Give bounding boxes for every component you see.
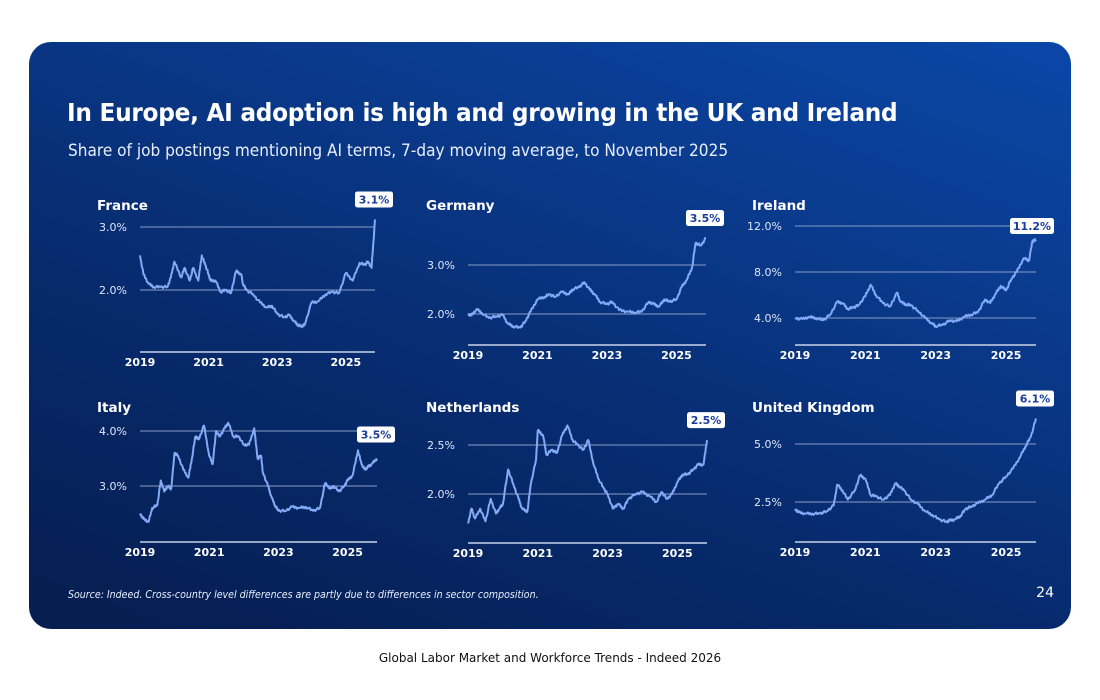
y-tick-label: 4.0%	[754, 312, 782, 325]
chart-title: Italy	[97, 400, 131, 416]
slide-card: In Europe, AI adoption is high and growi…	[29, 42, 1071, 629]
x-tick-label: 2019	[453, 349, 484, 362]
latest-value-label: 2.5%	[687, 412, 725, 429]
series-line	[139, 421, 378, 523]
latest-value-badge	[357, 426, 395, 443]
x-tick-label: 2025	[991, 349, 1022, 362]
x-tick-label: 2021	[850, 546, 881, 559]
chart-panel-netherlands: Netherlands 2.0% 2.5% 2019 2021 2023 2025 2.5%	[426, 400, 725, 560]
latest-value-label: 6.1%	[1016, 390, 1054, 407]
latest-value-text: 11.2%	[1013, 220, 1051, 233]
latest-value-text: 3.5%	[690, 212, 721, 225]
x-tick-label: 2023	[263, 546, 294, 559]
latest-value-badge	[355, 191, 393, 208]
y-tick-label: 2.0%	[427, 308, 455, 321]
chart-title: France	[97, 198, 148, 214]
y-tick-label: 2.0%	[427, 488, 455, 501]
x-tick-label: 2023	[592, 547, 623, 560]
y-tick-label: 4.0%	[99, 425, 127, 438]
latest-value-label: 3.1%	[355, 191, 393, 208]
x-tick-label: 2025	[661, 349, 692, 362]
x-tick-label: 2019	[125, 546, 156, 559]
chart-title: Netherlands	[426, 400, 519, 416]
x-tick-label: 2021	[850, 349, 881, 362]
x-tick-label: 2019	[780, 349, 811, 362]
latest-value-label: 11.2%	[1010, 218, 1054, 234]
y-tick-label: 5.0%	[754, 438, 782, 451]
y-tick-label: 3.0%	[99, 221, 127, 234]
x-tick-label: 2025	[331, 356, 362, 369]
x-tick-label: 2023	[920, 349, 951, 362]
x-tick-label: 2021	[522, 349, 553, 362]
chart-title: United Kingdom	[752, 400, 875, 416]
series-line	[467, 237, 707, 329]
x-tick-label: 2025	[991, 546, 1022, 559]
latest-value-text: 3.5%	[361, 429, 392, 442]
chart-panel-germany: Germany 2.0% 3.0% 2019 2021 2023 2025 3.5%	[426, 198, 724, 362]
series-line	[467, 424, 708, 524]
latest-value-text: 2.5%	[691, 414, 722, 427]
y-tick-label: 3.0%	[427, 259, 455, 272]
x-tick-label: 2019	[780, 546, 811, 559]
chart-panel-italy: Italy 3.0% 4.0% 2019 2021 2023 2025 3.5%	[97, 400, 395, 559]
x-tick-label: 2023	[920, 546, 951, 559]
x-tick-label: 2021	[193, 356, 224, 369]
y-tick-label: 3.0%	[99, 480, 127, 493]
page-number: 24	[1036, 585, 1054, 601]
small-multiples-charts: France 2.0% 3.0% 2019 2021 2023 2025 3.1% German…	[97, 191, 1054, 560]
series-line	[139, 219, 376, 329]
x-tick-label: 2023	[592, 349, 623, 362]
series-line	[794, 238, 1037, 329]
y-tick-label: 8.0%	[754, 266, 782, 279]
x-tick-label: 2019	[453, 547, 484, 560]
chart-panel-united-kingdom: United Kingdom 2.5% 5.0% 2019 2021 2023 2025 6.…	[752, 390, 1054, 559]
x-tick-label: 2021	[194, 546, 225, 559]
y-tick-label: 2.5%	[427, 439, 455, 452]
latest-value-badge	[1016, 390, 1054, 407]
document-footer: Global Labor Market and Workforce Trends…	[378, 651, 722, 665]
latest-value-badge	[687, 412, 725, 429]
y-tick-label: 12.0%	[747, 220, 782, 233]
latest-value-badge	[686, 210, 724, 227]
y-tick-label: 2.0%	[99, 284, 127, 297]
latest-value-badge	[1010, 218, 1054, 234]
x-tick-label: 2023	[262, 356, 293, 369]
slide-subtitle: Share of job postings mentioning AI term…	[68, 141, 729, 160]
x-tick-label: 2025	[662, 547, 693, 560]
y-tick-label: 2.5%	[754, 496, 782, 509]
source-note: Source: Indeed. Cross-country level diff…	[68, 588, 539, 601]
latest-value-label: 3.5%	[357, 426, 395, 443]
chart-panel-ireland: Ireland 4.0% 8.0% 12.0% 2019 2021 2023 2025 11.2…	[747, 198, 1054, 362]
chart-title: Ireland	[752, 198, 806, 214]
series-line	[794, 418, 1037, 524]
x-tick-label: 2025	[332, 546, 363, 559]
latest-value-text: 3.1%	[359, 193, 390, 206]
x-tick-label: 2019	[125, 356, 156, 369]
latest-value-label: 3.5%	[686, 210, 724, 227]
latest-value-text: 6.1%	[1020, 392, 1051, 405]
chart-title: Germany	[426, 198, 495, 214]
x-tick-label: 2021	[522, 547, 553, 560]
chart-panel-france: France 2.0% 3.0% 2019 2021 2023 2025 3.1%	[97, 191, 393, 369]
slide-title: In Europe, AI adoption is high and growi…	[67, 98, 898, 127]
